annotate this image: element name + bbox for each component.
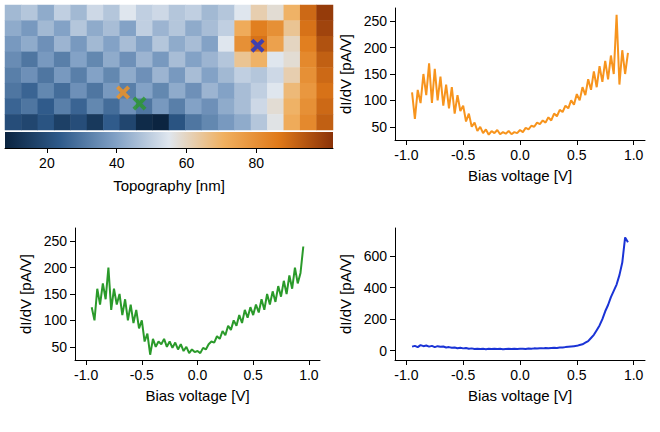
svg-text:60: 60 [179,155,195,171]
svg-text:dI/dV [pA/V]: dI/dV [pA/V] [17,254,34,334]
svg-text:0.0: 0.0 [510,367,530,383]
svg-text:-0.5: -0.5 [451,147,475,163]
svg-text:0.0: 0.0 [188,367,208,383]
svg-text:1.0: 1.0 [624,147,644,163]
svg-text:-0.5: -0.5 [130,367,154,383]
svg-text:200: 200 [364,40,388,56]
svg-text:0: 0 [379,343,387,359]
svg-text:0.5: 0.5 [567,147,587,163]
svg-text:-1.0: -1.0 [394,147,418,163]
svg-text:600: 600 [364,248,388,264]
svg-text:40: 40 [109,155,125,171]
svg-text:Bias voltage [V]: Bias voltage [V] [468,167,572,184]
svg-text:200: 200 [364,311,388,327]
svg-text:1.0: 1.0 [299,367,319,383]
svg-text:-1.0: -1.0 [74,367,98,383]
svg-text:250: 250 [44,233,68,249]
svg-text:200: 200 [44,260,68,276]
svg-text:80: 80 [248,155,264,171]
svg-text:Bias voltage [V]: Bias voltage [V] [468,387,572,404]
svg-text:0.0: 0.0 [510,147,530,163]
svg-text:Topography [nm]: Topography [nm] [113,177,225,194]
svg-text:20: 20 [39,155,55,171]
svg-text:1.0: 1.0 [624,367,644,383]
svg-text:0.5: 0.5 [567,367,587,383]
svg-text:150: 150 [364,66,388,82]
svg-text:dI/dV [pA/V]: dI/dV [pA/V] [337,254,354,334]
svg-text:-1.0: -1.0 [394,367,418,383]
svg-text:50: 50 [371,119,387,135]
svg-text:250: 250 [364,13,388,29]
svg-text:0.5: 0.5 [243,367,263,383]
svg-text:50: 50 [51,339,67,355]
svg-text:100: 100 [364,92,388,108]
svg-text:150: 150 [44,286,68,302]
svg-text:dI/dV [pA/V]: dI/dV [pA/V] [337,34,354,114]
svg-text:100: 100 [44,312,68,328]
svg-text:400: 400 [364,280,388,296]
svg-text:-0.5: -0.5 [451,367,475,383]
svg-text:Bias voltage [V]: Bias voltage [V] [145,387,249,404]
